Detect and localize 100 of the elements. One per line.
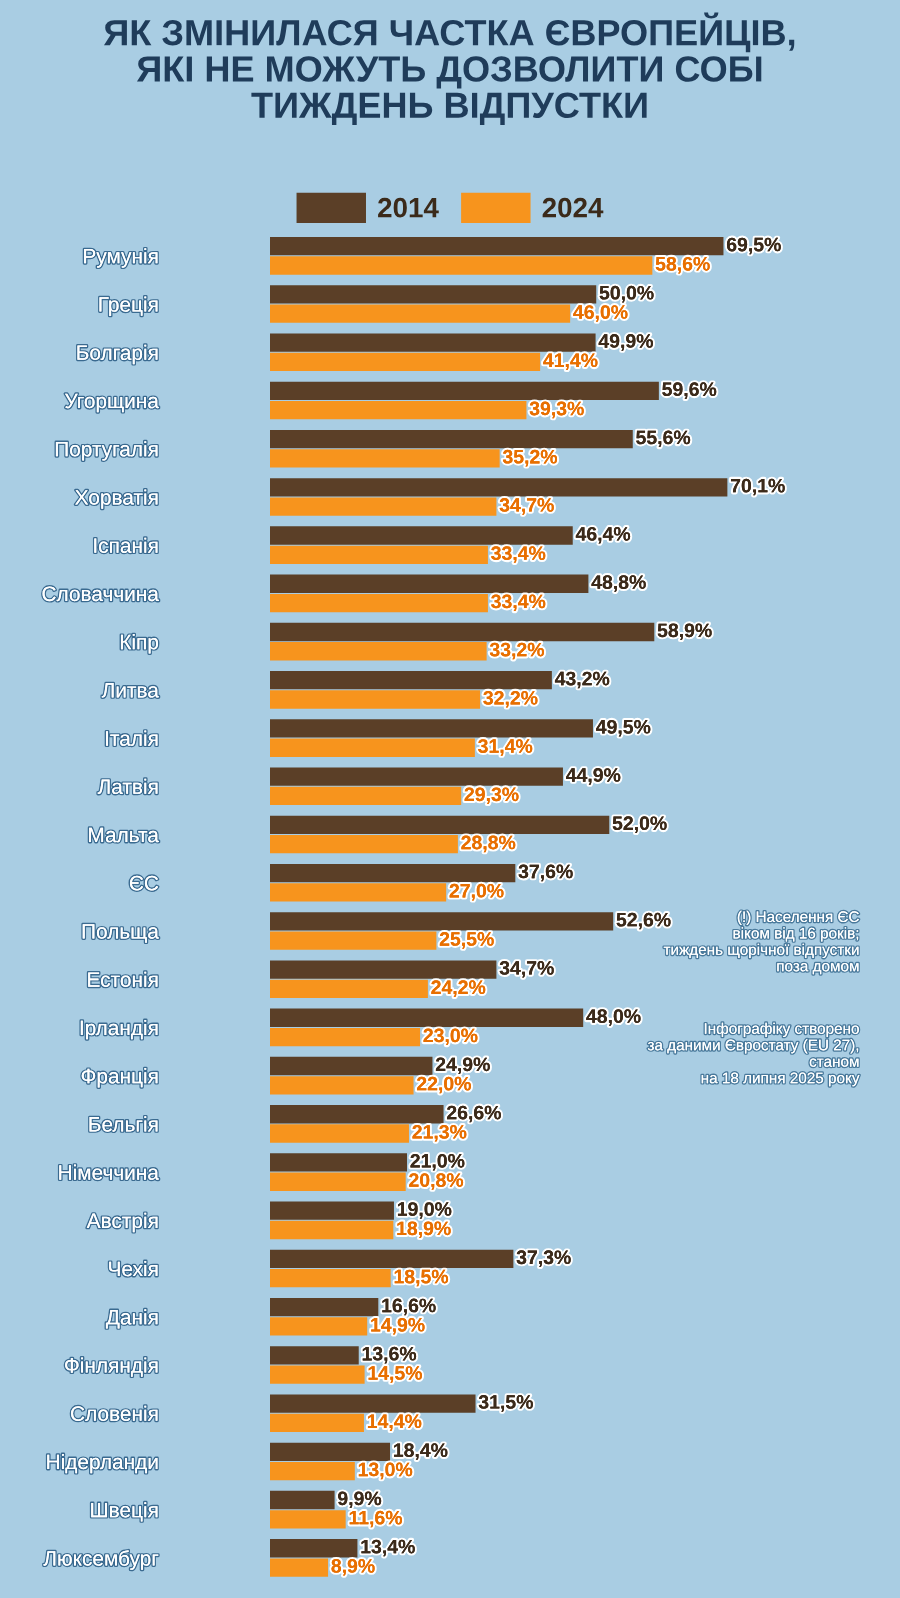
bar [270, 1105, 444, 1124]
bar [270, 429, 633, 449]
bar [270, 1297, 379, 1317]
y-tick-label: Словаччина [42, 586, 159, 602]
bar [270, 400, 527, 420]
y-tick-label: Бельгія [89, 1116, 158, 1132]
bar [270, 1461, 355, 1481]
data-label: 22,0% [416, 1076, 471, 1094]
bar [270, 1153, 408, 1172]
bar [270, 333, 596, 352]
bar [270, 352, 541, 372]
data-label: 24,9% [435, 1057, 490, 1075]
y-tick-label: Люксембург [43, 1550, 159, 1570]
bar [270, 526, 573, 545]
data-label: 14,4% [367, 1414, 422, 1431]
data-label: 49,9% [598, 334, 653, 351]
bar [270, 304, 571, 323]
y-tick-label: Угорщина [64, 393, 159, 413]
data-label: 43,2% [554, 671, 610, 689]
data-label: 21,3% [412, 1124, 467, 1142]
y-tick-label: Словенія [71, 1405, 158, 1421]
bar [270, 815, 610, 835]
bar [270, 671, 552, 690]
bar [270, 883, 447, 902]
bar [270, 237, 724, 256]
bar [270, 1124, 409, 1143]
bar [270, 1056, 433, 1076]
data-label: 52,0% [612, 816, 667, 833]
bar [270, 1394, 476, 1413]
bar [270, 738, 475, 757]
bar [270, 1027, 421, 1047]
y-tick-label: Хорватія [75, 489, 158, 509]
data-label: 33,2% [489, 642, 545, 660]
data-label: 49,5% [596, 719, 651, 737]
data-label: 16,6% [382, 1298, 436, 1316]
bar [270, 690, 481, 709]
bar [270, 285, 597, 304]
bar [270, 1076, 414, 1095]
bar [270, 912, 614, 931]
data-label: 35,2% [502, 449, 558, 467]
data-label: 48,8% [591, 575, 646, 592]
y-tick-label: Австрія [86, 1212, 158, 1233]
data-label: 58,6% [655, 256, 710, 274]
bar [270, 767, 563, 786]
data-label: 37,6% [518, 864, 573, 882]
bar [270, 1365, 365, 1384]
y-tick-label: Кіпр [120, 634, 159, 654]
bar [270, 835, 458, 854]
data-label: 50,0% [599, 285, 654, 303]
data-label: 27,0% [449, 883, 504, 901]
bar [270, 593, 488, 613]
chart-title: ЯК ЗМІНИЛАСЯ ЧАСТКА ЄВРОПЕЙЦІВ, ЯКІ НЕ МОЖУТЬ ДОЗВОЛИТИ СОБІ ТИЖДЕНЬ ВІДПУСТКИ [103, 12, 795, 125]
y-tick-label: Болгарія [77, 344, 158, 365]
y-tick-label: Італія [106, 730, 158, 746]
bar [270, 1249, 514, 1269]
data-label: 34,7% [499, 498, 554, 515]
y-tick-label: Мальта [89, 827, 159, 843]
data-label: 18,9% [397, 1221, 451, 1239]
bar [270, 1172, 406, 1191]
y-tick-label: Португалія [55, 441, 158, 461]
bar [270, 979, 428, 999]
y-tick-label: Латвія [97, 778, 158, 795]
y-tick-label: Іспанія [94, 537, 158, 553]
data-label: 18,4% [394, 1443, 448, 1460]
bar [270, 1008, 584, 1027]
data-label: 33,4% [491, 594, 546, 612]
data-label: 32,2% [483, 690, 538, 708]
data-label: 18,5% [394, 1269, 449, 1287]
data-label: 58,9% [657, 623, 712, 641]
y-tick-label: Швеція [91, 1502, 158, 1522]
bar [270, 642, 487, 661]
legend-label: 2014 [378, 197, 439, 218]
bar [270, 478, 728, 497]
bar [270, 1201, 394, 1220]
data-label: 33,4% [491, 546, 546, 563]
data-label: 31,5% [478, 1395, 533, 1412]
bar [270, 256, 653, 275]
bar [270, 1558, 329, 1577]
bar [270, 960, 497, 979]
data-label: 41,4% [543, 353, 598, 370]
data-label: 46,0% [573, 305, 628, 322]
bar [270, 497, 497, 516]
bar [270, 1220, 394, 1240]
data-label: 11,6% [349, 1510, 403, 1528]
bar [270, 1539, 358, 1558]
bar [270, 622, 655, 642]
y-tick-label: Чехія [109, 1261, 158, 1277]
y-tick-label: Фінляндія [65, 1357, 158, 1377]
bar [270, 1317, 368, 1336]
data-label: 46,4% [575, 526, 631, 544]
y-tick-label: Литва [101, 683, 159, 698]
y-tick-label: Нідерланди [47, 1453, 158, 1474]
y-tick-label: Німеччина [59, 1164, 159, 1180]
bar [270, 574, 589, 593]
y-tick-label: Греція [99, 296, 158, 316]
y-tick-label: Франція [81, 1068, 158, 1088]
bar [270, 1413, 364, 1433]
data-label: 19,0% [397, 1202, 452, 1219]
bar [270, 863, 516, 883]
bar [270, 1346, 359, 1365]
